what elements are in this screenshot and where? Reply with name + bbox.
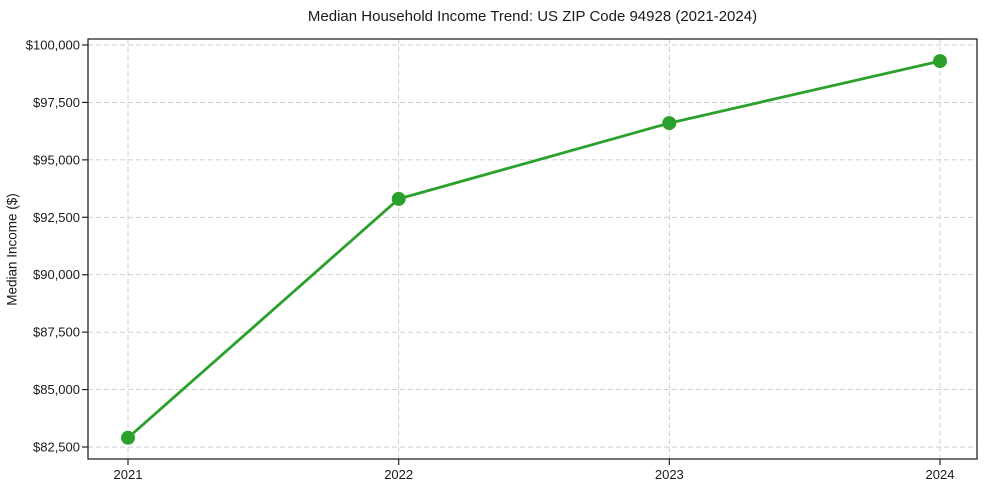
- y-tick-label: $95,000: [33, 152, 80, 167]
- y-tick-label: $100,000: [26, 38, 80, 53]
- plot-border: [87, 38, 978, 460]
- x-tick-label: 2022: [384, 467, 413, 482]
- data-point-2022: [391, 191, 406, 206]
- x-tick-label: 2023: [655, 467, 684, 482]
- y-tick-label: $82,500: [33, 440, 80, 455]
- data-point-2023: [662, 116, 677, 131]
- y-tick-label: $92,500: [33, 210, 80, 225]
- x-tick-label: 2024: [926, 467, 955, 482]
- y-tick-label: $87,500: [33, 325, 80, 340]
- chart-title: Median Household Income Trend: US ZIP Co…: [307, 8, 758, 25]
- y-tick-label: $97,500: [33, 95, 80, 110]
- data-point-2021: [121, 430, 135, 445]
- x-tick-label: 2021: [114, 467, 143, 482]
- income-trend-line: [126, 59, 942, 440]
- data-point-2024: [933, 54, 947, 69]
- y-tick-label: $90,000: [33, 267, 80, 282]
- y-tick-label: $85,000: [33, 382, 80, 397]
